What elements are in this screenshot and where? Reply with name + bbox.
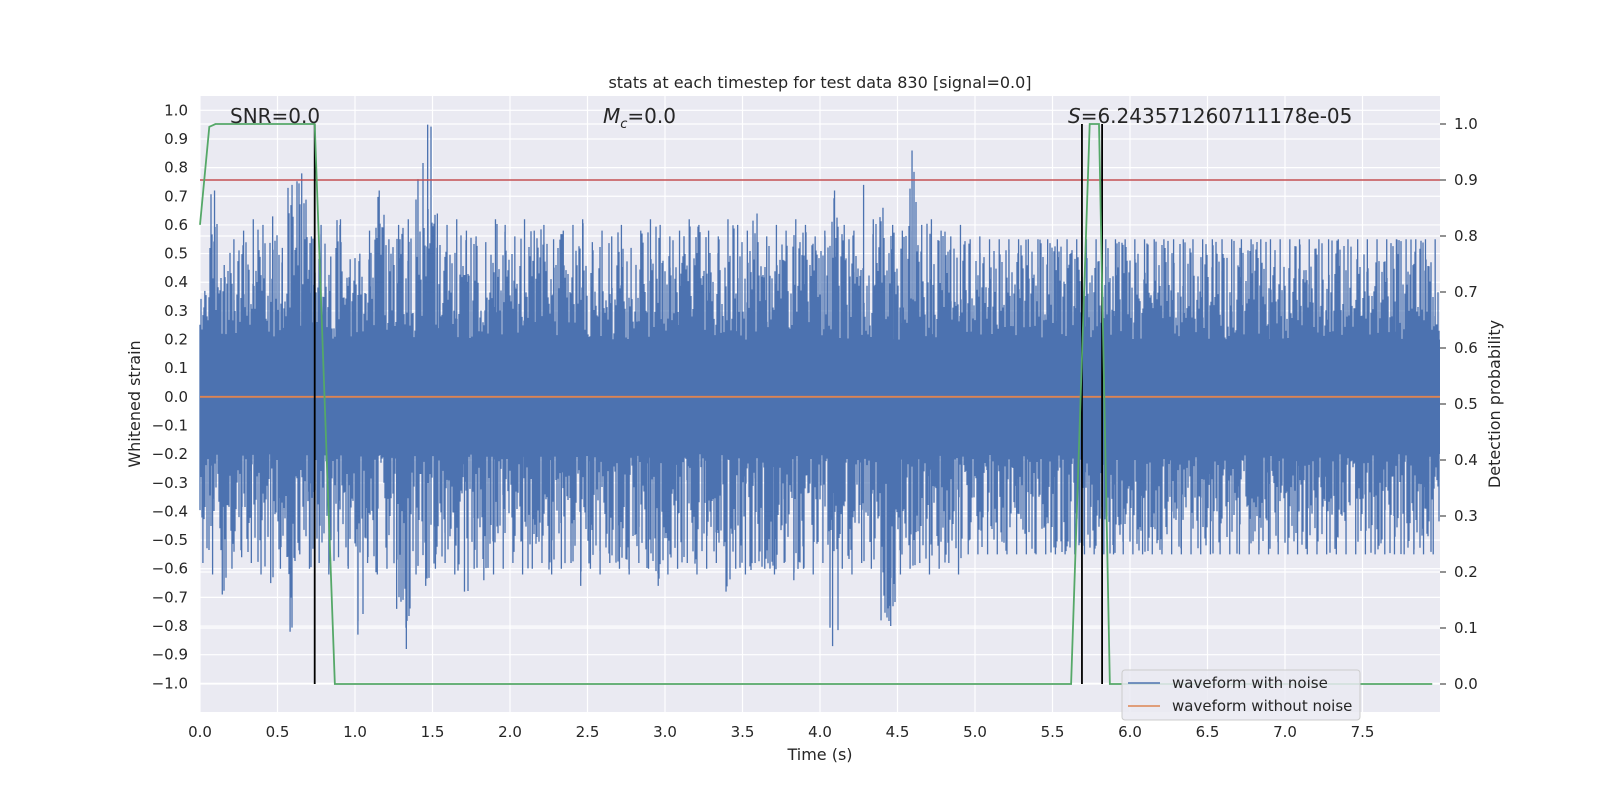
- series-detection-probability: [199, 123, 1433, 685]
- chirp-mass-annotation: Mc=0.0: [603, 104, 676, 132]
- y-tick-label: −0.5: [152, 531, 188, 549]
- legend-label-clean: waveform without noise: [1172, 697, 1352, 715]
- x-tick-label: 3.0: [653, 723, 677, 741]
- y-tick-label: −1.0: [152, 674, 188, 692]
- y2-tick-label: 0.6: [1454, 339, 1478, 357]
- x-tick-label: 1.5: [421, 723, 445, 741]
- s-annotation: S=6.243571260711178e-05: [1068, 104, 1352, 128]
- chirp-mass-symbol: M: [603, 104, 620, 128]
- y-tick-label: −0.1: [152, 416, 188, 434]
- x-tick-label: 4.0: [808, 723, 832, 741]
- legend-box: [1121, 669, 1361, 721]
- y2-tick-label: 0.2: [1454, 563, 1478, 581]
- y2-tick-label: 0.1: [1454, 619, 1478, 637]
- x-tick-label: 6.0: [1118, 723, 1142, 741]
- x-tick-label: 1.0: [343, 723, 367, 741]
- probability-line: [199, 123, 1433, 685]
- x-axis-label: Time (s): [786, 745, 852, 764]
- y-tick-label: 0.6: [164, 216, 188, 234]
- x-tick-label: 2.5: [576, 723, 600, 741]
- s-value: =6.243571260711178e-05: [1081, 104, 1353, 128]
- y-tick-label: −0.4: [152, 502, 188, 520]
- legend: waveform with noise waveform without noi…: [1121, 669, 1361, 721]
- y2-tick-label: 0.4: [1454, 451, 1478, 469]
- y-tick-label: 0.5: [164, 245, 188, 263]
- x-tick-label: 2.0: [498, 723, 522, 741]
- x-tick-label: 5.5: [1041, 723, 1065, 741]
- y-tick-label: −0.8: [152, 617, 188, 635]
- y2-tick-label: 0.8: [1454, 227, 1478, 245]
- y-tick-label: 0.3: [164, 302, 188, 320]
- y-tick-label: 0.8: [164, 159, 188, 177]
- y-tick-label: −0.7: [152, 588, 188, 606]
- y-axis-label: Whitened strain: [125, 340, 144, 467]
- s-symbol: S: [1068, 104, 1081, 128]
- x-tick-label: 5.0: [963, 723, 987, 741]
- x-axis: 0.0 0.5 1.0 1.5 2.0 2.5 3.0 3.5 4.0 4.5 5.0 5.5 6.0 6…: [188, 723, 1374, 741]
- y-tick-label: −0.9: [152, 646, 188, 664]
- y-tick-label: 0.9: [164, 130, 188, 148]
- y-tick-label: 0.0: [164, 388, 188, 406]
- y-tick-label: 0.4: [164, 273, 188, 291]
- y2-tick-label: 0.5: [1454, 395, 1478, 413]
- y2-tick-label: 1.0: [1454, 115, 1478, 133]
- y-tick-label: 0.2: [164, 331, 188, 349]
- y2-tick-label: 0.9: [1454, 171, 1478, 189]
- y2-tick-label: 0.3: [1454, 507, 1478, 525]
- x-tick-label: 6.5: [1196, 723, 1220, 741]
- y2-tick-label: 0.7: [1454, 283, 1478, 301]
- y2-axis-label: Detection probability: [1485, 320, 1504, 488]
- chirp-mass-subscript: c: [620, 117, 627, 132]
- chart-title: stats at each timestep for test data 830…: [608, 73, 1031, 92]
- legend-label-noise: waveform with noise: [1172, 674, 1328, 692]
- x-tick-label: 0.5: [266, 723, 290, 741]
- y-tick-label: 0.1: [164, 359, 188, 377]
- y-axis-left: 1.0 0.9 0.8 0.7 0.6 0.5 0.4 0.3 0.2 0.1 0.0 −0.1 −0.…: [152, 101, 188, 692]
- marker-lines: [313, 124, 1103, 684]
- x-tick-label: 7.5: [1351, 723, 1375, 741]
- y2-tick-label: 0.0: [1454, 675, 1478, 693]
- y-tick-label: −0.3: [152, 474, 188, 492]
- snr-annotation: SNR=0.0: [230, 104, 320, 128]
- x-tick-label: 3.5: [731, 723, 755, 741]
- y-tick-label: 1.0: [164, 101, 188, 119]
- x-tick-label: 0.0: [188, 723, 212, 741]
- y-tick-label: −0.6: [152, 560, 188, 578]
- y-axis-right: 1.0 0.9 0.8 0.7 0.6 0.5 0.4 0.3 0.2 0.1 0.0: [1440, 115, 1478, 693]
- x-tick-label: 4.5: [886, 723, 910, 741]
- x-tick-label: 7.0: [1273, 723, 1297, 741]
- y-tick-label: −0.2: [152, 445, 188, 463]
- y-tick-label: 0.7: [164, 187, 188, 205]
- chirp-mass-value: =0.0: [627, 104, 676, 128]
